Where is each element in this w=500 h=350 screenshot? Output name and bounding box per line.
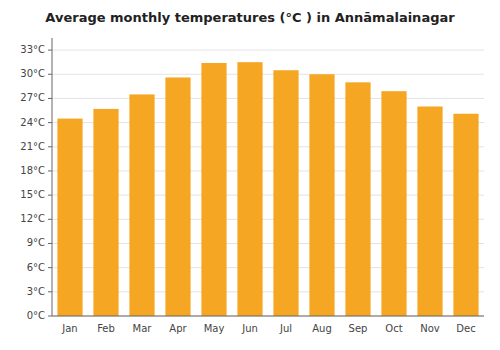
x-tick-label: Dec [456,323,475,334]
y-tick [48,146,52,147]
x-tick-label: Feb [97,323,115,334]
y-grid [52,50,484,316]
y-tick [48,219,52,220]
y-tick-label: 6°C [27,262,45,273]
y-tick [48,267,52,268]
grid-line [52,316,484,317]
bar [417,106,442,316]
y-tick-label: 0°C [27,310,45,321]
y-tick [48,122,52,123]
bar [129,94,154,316]
x-tick-label: Mar [133,323,153,334]
grid-line [52,50,484,51]
y-tick [48,74,52,75]
y-tick-label: 18°C [20,165,45,176]
x-tick-labels: Jan Feb Mar Apr May Jun Jul Aug Sep Oct Nov Dec [61,323,475,334]
grid-line [52,74,484,75]
bars [57,62,478,316]
bar [345,82,370,316]
x-tick-label: Aug [312,323,332,334]
y-tick [48,243,52,244]
grid-line [52,98,484,99]
y-tick [48,170,52,171]
y-tick [48,50,52,51]
x-tick-label: May [204,323,225,334]
bar [453,114,478,316]
x-axis-line [52,316,484,317]
x-tick-label: Apr [169,323,187,334]
y-tick [48,98,52,99]
y-tick-label: 30°C [20,68,45,79]
y-tick-labels: 0°C 3°C 6°C 9°C 12°C 15°C 18°C 21°C 24°C 27°C 30°C… [20,44,52,321]
x-tick-label: Nov [420,323,440,334]
y-tick [48,291,52,292]
x-tick-label: Jan [61,323,77,334]
x-tick-label: Jul [279,323,292,334]
bar [57,119,82,316]
y-tick-label: 21°C [20,141,45,152]
y-tick-label: 9°C [27,237,45,248]
x-tick-label: Jun [241,323,258,334]
y-tick-label: 24°C [20,117,45,128]
bar [309,74,334,316]
x-tick-label: Oct [385,323,402,334]
y-tick-label: 27°C [20,92,45,103]
y-tick [48,195,52,196]
bar [273,70,298,316]
bar [237,62,262,316]
y-tick-label: 15°C [20,189,45,200]
chart-container: 0°C 3°C 6°C 9°C 12°C 15°C 18°C 21°C 24°C 27°C 30°C… [0,0,500,350]
y-tick [48,316,52,317]
y-axis-line [52,38,53,316]
x-tick-label: Sep [349,323,368,334]
y-tick-label: 3°C [27,286,45,297]
bar [201,63,226,316]
bar [165,77,190,316]
y-tick-label: 12°C [20,213,45,224]
chart-title: Average monthly temperatures (°C ) in An… [45,10,455,25]
chart-svg: 0°C 3°C 6°C 9°C 12°C 15°C 18°C 21°C 24°C 27°C 30°C… [0,0,500,350]
bar [93,109,118,316]
bar [381,91,406,316]
y-tick-label: 33°C [20,44,45,55]
